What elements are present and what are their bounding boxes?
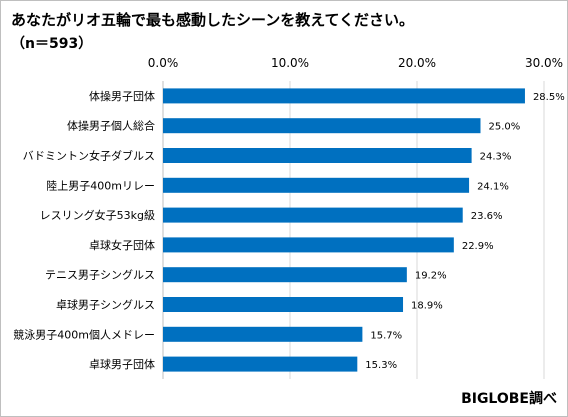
bar — [163, 356, 358, 372]
category-label: 卓球女子団体 — [89, 238, 155, 252]
x-tick-label: 10.0% — [271, 56, 309, 70]
value-label: 22.9% — [462, 241, 494, 252]
bar — [163, 207, 463, 223]
x-tick-label: 0.0% — [148, 56, 179, 70]
x-tick-label: 30.0% — [525, 56, 563, 70]
bar — [163, 297, 404, 312]
bar — [163, 326, 363, 342]
bar — [163, 237, 454, 253]
value-label: 28.5% — [533, 92, 565, 103]
source-note: BIGLOBE調べ — [461, 391, 557, 407]
value-label: 24.3% — [480, 152, 512, 163]
category-label: バドミントン女子ダブルス — [23, 149, 155, 163]
category-label: レスリング女子53kg級 — [40, 208, 155, 222]
category-label: 卓球男子団体 — [89, 357, 155, 371]
category-label: 体操男子個人総合 — [67, 119, 155, 133]
value-label: 25.0% — [489, 122, 521, 133]
value-label: 19.2% — [415, 271, 447, 282]
category-label: 競泳男子400m個人メドレー — [13, 327, 155, 341]
category-label: 陸上男子400mリレー — [46, 179, 155, 192]
chart-title: あなたがリオ五輪で最も感動したシーンを教えてください。 — [11, 11, 415, 29]
chart-subtitle: （n＝593） — [11, 36, 93, 52]
value-label: 15.7% — [370, 330, 402, 341]
value-label: 23.6% — [471, 211, 503, 222]
x-tick-label: 20.0% — [398, 56, 436, 70]
bar — [163, 88, 525, 104]
bar — [163, 148, 472, 163]
value-label: 24.1% — [477, 181, 509, 192]
value-label: 18.9% — [411, 301, 443, 312]
bar — [163, 177, 470, 193]
bar — [163, 118, 481, 134]
value-label: 15.3% — [365, 360, 397, 371]
category-label: テニス男子シングルス — [45, 268, 155, 282]
bar — [163, 267, 407, 283]
category-label: 体操男子団体 — [89, 89, 155, 103]
category-label: 卓球男子シングルス — [56, 298, 155, 312]
